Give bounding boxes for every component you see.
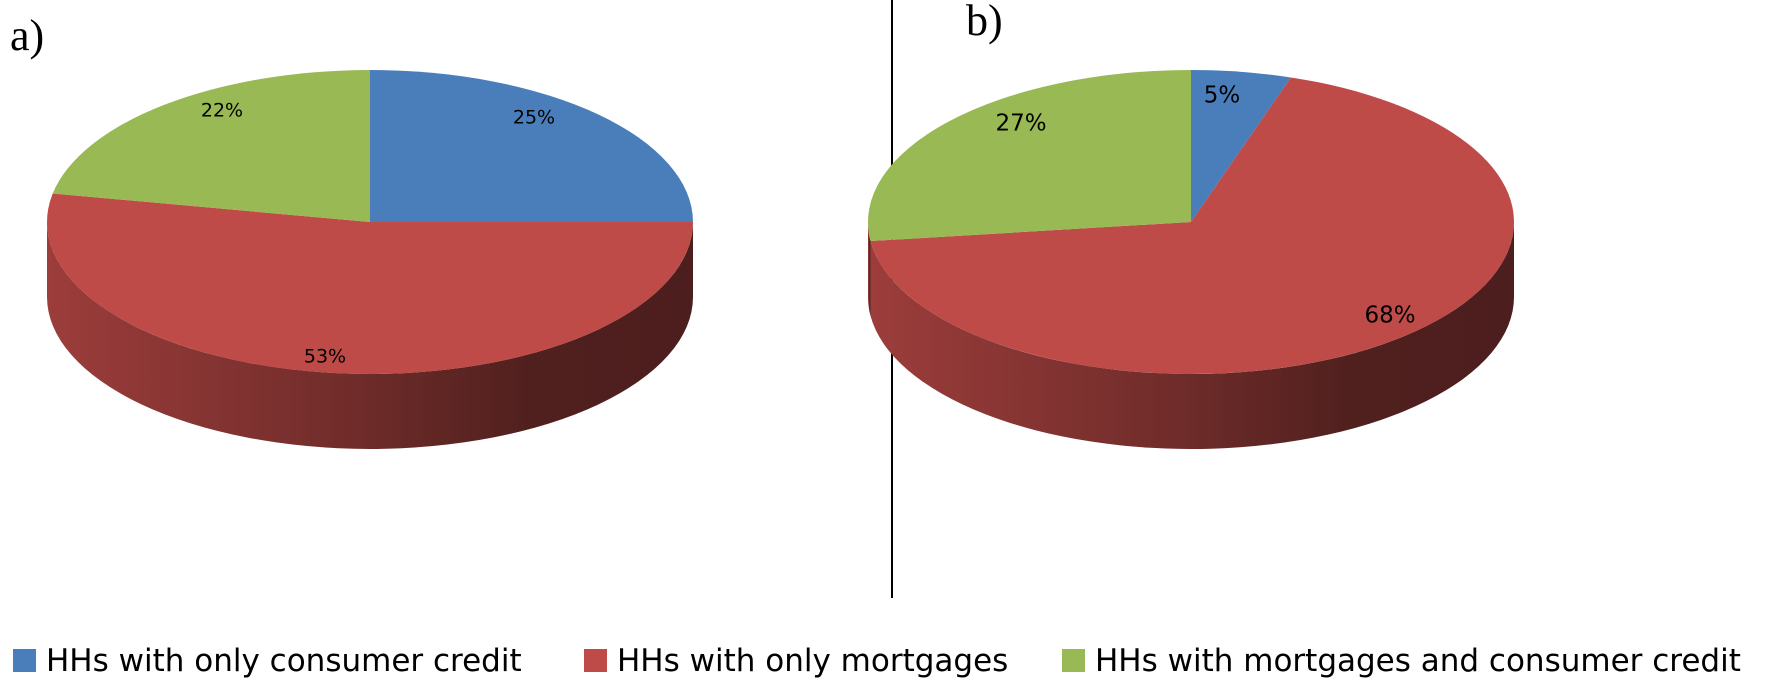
data-label: 27%	[995, 111, 1046, 137]
legend-swatch-consumer-credit	[13, 649, 36, 672]
legend-label-consumer-credit: HHs with only consumer credit	[46, 643, 522, 679]
pie-slice-mortgages-and-consumer-credit	[868, 70, 1191, 242]
pie-slice-mortgages	[46, 193, 693, 375]
data-label: 68%	[1364, 303, 1415, 329]
pie-slice-consumer-credit	[1191, 70, 1291, 222]
legend-label-mortgages-and-consumer-credit: HHs with mortgages and consumer credit	[1095, 643, 1741, 679]
pie-chart-b: b) 5% 68% 27%	[868, 0, 1515, 450]
legend-swatch-mortgages	[584, 649, 607, 672]
pie-side-wall	[870, 222, 1514, 450]
panel-label-b: b)	[966, 0, 1003, 45]
legend: HHs with only consumer credit HHs with o…	[13, 643, 1741, 679]
data-label: 22%	[201, 100, 243, 122]
data-label: 5%	[1204, 83, 1241, 109]
pie-chart-a: a) 25% 53% 22%	[10, 11, 693, 449]
data-label: 53%	[304, 346, 346, 368]
pie-slice-mortgages-and-consumer-credit	[52, 70, 370, 222]
legend-label-mortgages: HHs with only mortgages	[617, 643, 1008, 679]
pie-slice-consumer-credit	[370, 70, 693, 222]
pie-side-wall	[868, 222, 871, 317]
pie-side-wall	[47, 222, 693, 449]
pie-slice-mortgages	[870, 77, 1515, 375]
panel-label-a: a)	[10, 11, 44, 60]
data-label: 25%	[513, 107, 555, 129]
legend-swatch-mortgages-and-consumer-credit	[1062, 649, 1085, 672]
